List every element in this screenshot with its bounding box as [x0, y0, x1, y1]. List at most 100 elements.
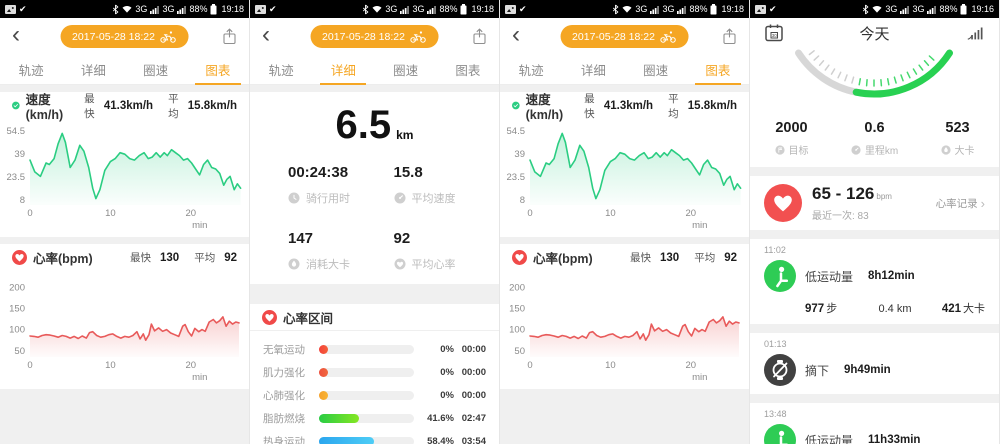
- network-type-2: 3G: [912, 4, 925, 14]
- wifi-icon: [372, 5, 382, 13]
- svg-text:10: 10: [105, 360, 116, 371]
- stat-label: 消耗大卡: [306, 259, 350, 271]
- notification-check-icon: ✔: [519, 3, 527, 14]
- hr-zones-title: 心率区间: [283, 311, 334, 326]
- entry-duration: 11h33min: [868, 434, 921, 444]
- battery-icon: [710, 3, 717, 14]
- battery-percent: 88%: [439, 4, 458, 14]
- svg-text:150: 150: [509, 304, 525, 315]
- entry-title: 低运动量: [805, 269, 854, 284]
- goal-value: 523: [945, 120, 970, 136]
- timeline-entry[interactable]: 11:02 低运动量 8h12min 977 步 0.4 km 421 大卡: [750, 239, 999, 324]
- goal-value: 2000: [775, 120, 808, 136]
- zone-row: 肌力强化 0% 00:00: [250, 361, 499, 384]
- speedometer-icon: [394, 192, 405, 204]
- timeline-entry[interactable]: 13:48 低运动量 11h33min 3930步 1.7 km 1011大卡: [750, 403, 999, 444]
- share-button[interactable]: [472, 28, 487, 45]
- tab-charts[interactable]: 图表: [187, 55, 249, 84]
- stat-value: 00:24:38: [288, 164, 349, 181]
- timeline-entry[interactable]: 01:13 摘下 9h49min: [750, 333, 999, 394]
- stat-label: 平均速度: [411, 193, 456, 205]
- goal-label: 里程km: [864, 146, 899, 157]
- bluetooth-icon: [363, 4, 369, 14]
- svg-text:0: 0: [527, 360, 532, 371]
- svg-text:50: 50: [514, 346, 525, 357]
- check-circle-icon: [12, 101, 20, 110]
- low-activity-icon: [764, 260, 796, 292]
- speed-max-value: 41.3km/h: [603, 99, 654, 112]
- ride-date-pill[interactable]: 2017-05-28 18:22: [560, 25, 689, 48]
- zone-label: 热身运动: [263, 436, 305, 444]
- flag-icon: [774, 144, 785, 155]
- check-circle-icon: [512, 101, 520, 110]
- svg-text:54.5: 54.5: [7, 126, 26, 137]
- heart-icon: [394, 258, 405, 270]
- steps-goal-gauge: [795, 49, 953, 98]
- ride-date-pill[interactable]: 2017-05-28 18:22: [60, 25, 189, 48]
- tab-charts[interactable]: 图表: [687, 55, 749, 84]
- entry-title: 低运动量: [805, 433, 854, 444]
- tab-track[interactable]: 轨迹: [18, 64, 44, 78]
- bluetooth-icon: [863, 4, 869, 14]
- watch-off-icon: [764, 354, 796, 386]
- svg-text:20: 20: [686, 360, 697, 371]
- heart-avg-label: 平均: [694, 252, 716, 264]
- signal-bars-icon: [900, 5, 910, 14]
- calendar-icon[interactable]: 30: [764, 23, 784, 43]
- entry-distance: 0.4 km: [878, 303, 912, 315]
- tab-detail[interactable]: 详细: [580, 64, 606, 78]
- battery-icon: [460, 3, 467, 14]
- back-button[interactable]: ‹: [12, 21, 20, 49]
- svg-text:20: 20: [186, 208, 197, 219]
- heart-range-unit: bpm: [876, 192, 892, 201]
- tab-charts[interactable]: 图表: [455, 64, 481, 78]
- entry-duration: 8h12min: [868, 270, 915, 282]
- daily-summary-row: 2000 目标 0.6 里程km 523 大卡: [750, 116, 999, 167]
- heart-max-label: 最快: [630, 252, 652, 264]
- ride-tab-bar: 轨迹 详细 圈速 图表: [0, 55, 249, 85]
- heart-circle-icon: [12, 250, 27, 265]
- heart-rate-card[interactable]: 65 - 126 bpm 最近一次: 83 心率记录 ›: [750, 176, 999, 230]
- tab-laps[interactable]: 圈速: [393, 64, 419, 78]
- ride-date-pill[interactable]: 2017-05-28 18:22: [310, 25, 439, 48]
- back-button[interactable]: ‹: [262, 21, 270, 49]
- ride-tab-bar: 轨迹 详细 圈速 图表: [500, 55, 749, 85]
- tab-track[interactable]: 轨迹: [518, 64, 544, 78]
- hr-zones-list: 无氧运动 0% 00:00 肌力强化 0% 00:00 心肺强化 0% 00:0…: [250, 331, 499, 444]
- tab-detail[interactable]: 详细: [312, 55, 374, 84]
- zone-time: 00:00: [461, 390, 486, 401]
- tab-laps[interactable]: 圈速: [643, 64, 669, 78]
- entry-steps: 977: [805, 303, 825, 315]
- flame-icon: [940, 144, 951, 155]
- stat-duration: 00:24:38 骑行用时: [288, 164, 394, 206]
- notification-photo-icon: [505, 4, 516, 14]
- heart-last-reading: 最近一次: 83: [812, 211, 869, 222]
- clock-time: 19:18: [471, 4, 494, 14]
- zone-label: 无氧运动: [263, 344, 305, 356]
- signal-bars-icon: [427, 5, 437, 14]
- zone-percent: 0%: [440, 390, 454, 401]
- tab-detail[interactable]: 详细: [80, 64, 106, 78]
- goal-distance: 0.6 里程km: [833, 120, 916, 157]
- tab-laps[interactable]: 圈速: [143, 64, 169, 78]
- speed-max-label: 最快: [584, 92, 595, 120]
- heart-rate-info: 65 - 126 bpm 最近一次: 83: [812, 184, 892, 222]
- notification-photo-icon: [755, 4, 766, 14]
- signal-bars-icon: [650, 5, 660, 14]
- speedometer-icon: [851, 144, 861, 155]
- svg-text:200: 200: [9, 282, 25, 293]
- bar-chart-icon[interactable]: [965, 23, 985, 43]
- speed-title: 速度(km/h): [25, 93, 64, 122]
- stat-value: 15.8: [393, 164, 423, 181]
- tab-track[interactable]: 轨迹: [268, 64, 294, 78]
- svg-text:50: 50: [14, 346, 25, 357]
- svg-text:54.5: 54.5: [507, 126, 526, 137]
- zone-row: 热身运动 58.4% 03:54: [250, 430, 499, 444]
- share-button[interactable]: [722, 28, 737, 45]
- status-bar: ✔ 3G 3G 88% 19:18: [500, 0, 749, 18]
- heart-record-link[interactable]: 心率记录 ›: [935, 195, 985, 211]
- svg-text:23.5: 23.5: [7, 172, 26, 183]
- back-button[interactable]: ‹: [512, 21, 520, 49]
- share-button[interactable]: [222, 28, 237, 45]
